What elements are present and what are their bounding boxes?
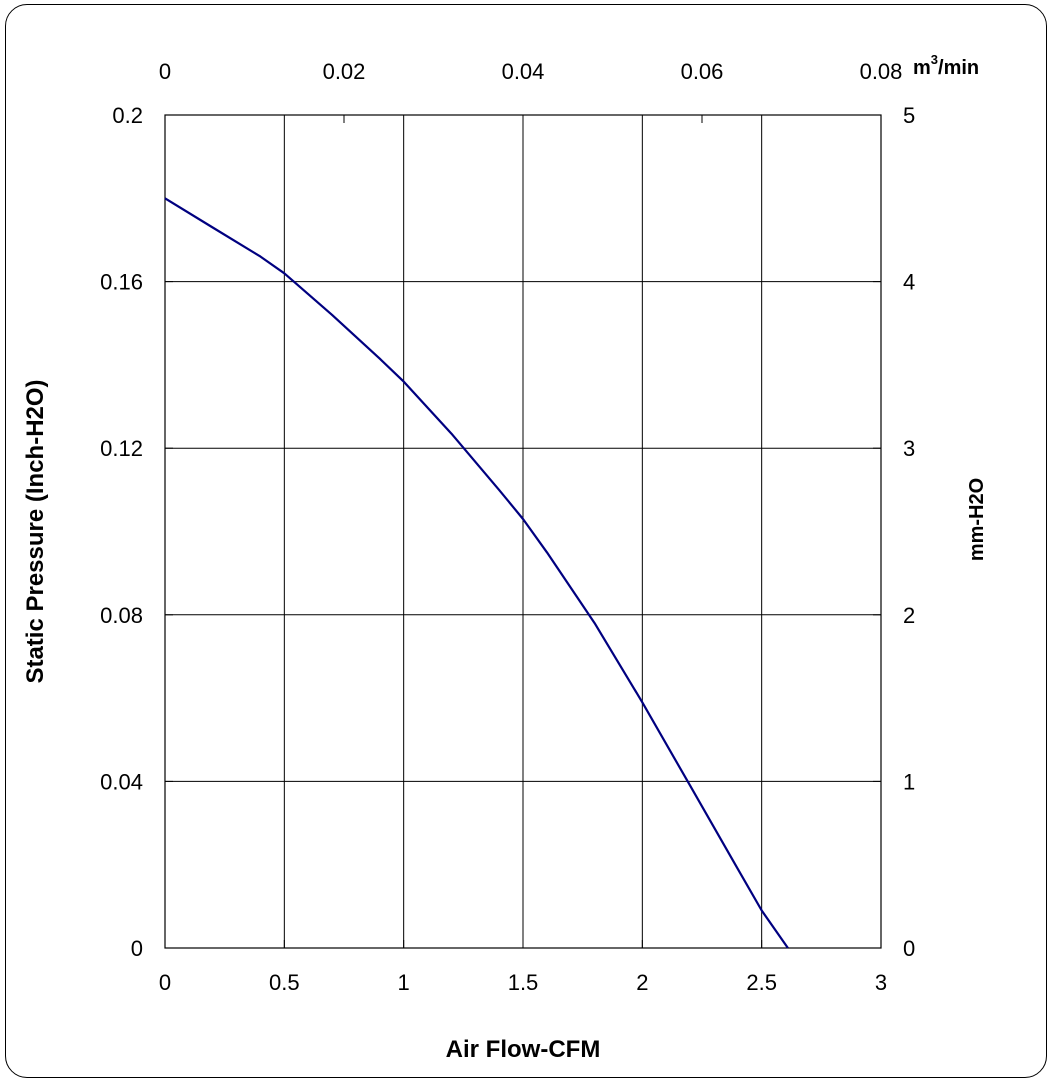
x-tick-label: 2 xyxy=(636,970,648,995)
plot-border xyxy=(164,114,882,949)
x2-axis-title: m3/min xyxy=(913,52,979,79)
x2-unit-tail: /min xyxy=(938,57,979,79)
y2-tick-label: 2 xyxy=(903,603,915,628)
x2-tick-label: 0.04 xyxy=(502,59,545,84)
x-tick-label: 0 xyxy=(159,970,171,995)
y-tick-label: 0.16 xyxy=(100,270,143,295)
x-axis-title: Air Flow-CFM xyxy=(446,1036,601,1063)
y-tick-label: 0.04 xyxy=(100,769,143,794)
y2-tick-label: 0 xyxy=(903,936,915,961)
x-tick-label: 1 xyxy=(398,970,410,995)
y-tick-label: 0.08 xyxy=(100,603,143,628)
y-tick-label: 0.2 xyxy=(112,103,143,128)
x-tick-label: 3 xyxy=(875,970,887,995)
x2-tick-label: 0.02 xyxy=(323,59,366,84)
x2-tick-label: 0 xyxy=(159,59,171,84)
y2-axis-title: mm-H2O xyxy=(966,478,988,561)
x2-tick-label: 0.08 xyxy=(860,59,903,84)
x-tick-label: 1.5 xyxy=(508,970,539,995)
y2-tick-label: 1 xyxy=(903,769,915,794)
y-tick-label: 0 xyxy=(131,936,143,961)
y-axis-title: Static Pressure (Inch-H2O) xyxy=(22,379,49,683)
y2-tick-label: 4 xyxy=(903,270,915,295)
x-tick-label: 2.5 xyxy=(746,970,777,995)
y2-tick-label: 3 xyxy=(903,436,915,461)
chart-frame xyxy=(5,4,1047,1078)
x2-unit-base: m xyxy=(913,57,931,79)
x2-unit-superscript: 3 xyxy=(931,52,938,67)
y2-tick-label: 5 xyxy=(903,103,915,128)
pressure-curve xyxy=(164,197,789,949)
x2-tick-label: 0.06 xyxy=(681,59,724,84)
x-tick-label: 0.5 xyxy=(269,970,300,995)
y-tick-label: 0.12 xyxy=(100,436,143,461)
